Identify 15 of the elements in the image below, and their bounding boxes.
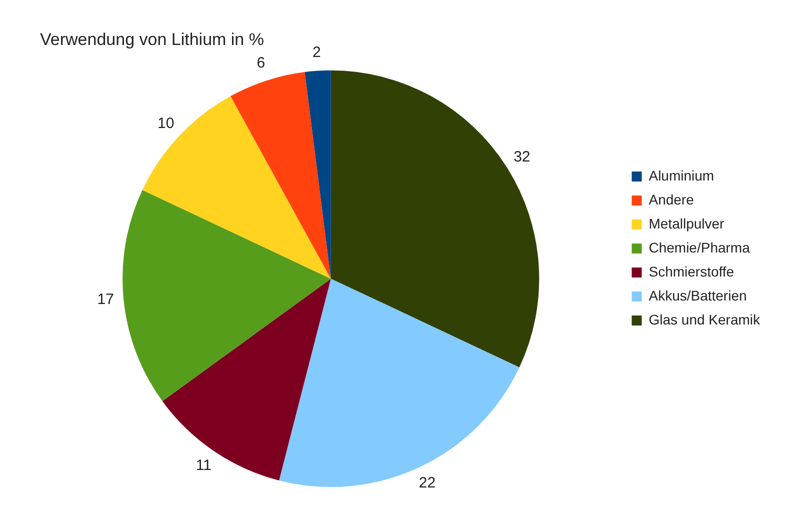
legend-label: Akkus/Batterien bbox=[648, 287, 747, 304]
legend-label: Chemie/Pharma bbox=[648, 239, 750, 256]
data-label: 10 bbox=[158, 114, 174, 132]
data-label: 17 bbox=[97, 291, 114, 308]
legend-label: Glas und Keramik bbox=[648, 311, 761, 328]
data-label: 2 bbox=[312, 44, 321, 61]
legend-label: Andere bbox=[648, 191, 694, 208]
chart-title: Verwendung von Lithium in % bbox=[40, 30, 264, 49]
data-label: 22 bbox=[418, 474, 436, 492]
data-label: 11 bbox=[196, 457, 212, 474]
legend-label: Aluminium bbox=[648, 167, 714, 184]
legend-label: Metallpulver bbox=[648, 215, 725, 232]
data-label: 32 bbox=[514, 148, 530, 166]
legend-label: Schmierstoffe bbox=[648, 263, 734, 280]
data-label: 6 bbox=[256, 54, 266, 72]
